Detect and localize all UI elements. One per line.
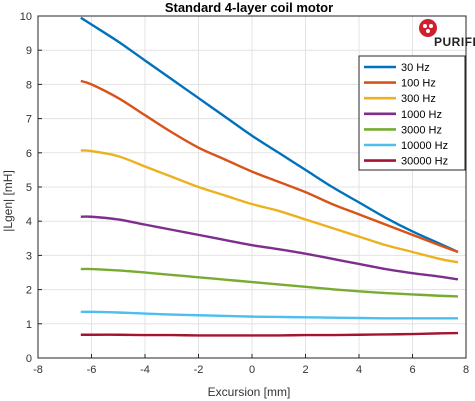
x-tick-label: 8 bbox=[463, 364, 469, 376]
series-line-6 bbox=[80, 331, 458, 337]
x-tick-label: 6 bbox=[409, 364, 415, 376]
legend-label: 10000 Hz bbox=[401, 140, 448, 152]
y-tick-label: 4 bbox=[26, 216, 32, 228]
legend-label: 300 Hz bbox=[401, 93, 436, 105]
logo-dot-icon bbox=[419, 19, 437, 37]
x-tick-label: -2 bbox=[194, 364, 204, 376]
axis-ticks: -8 -6 -4 -2 0 2 4 6 8 0 1 2 3 4 5 6 7 8 9 10 bbox=[20, 11, 469, 376]
y-tick-label: 9 bbox=[26, 45, 32, 57]
x-tick-label: -4 bbox=[140, 364, 150, 376]
y-tick-label: 10 bbox=[20, 11, 32, 23]
legend: 30 Hz 100 Hz 300 Hz 1000 Hz 3000 Hz 10000 Hz 3… bbox=[358, 55, 466, 171]
series-line-2 bbox=[80, 149, 459, 264]
y-axis-label: |Lgen| [mH] bbox=[1, 170, 15, 232]
x-tick-label: 0 bbox=[249, 364, 255, 376]
x-tick-label: 4 bbox=[356, 364, 362, 376]
x-tick-label: -6 bbox=[87, 364, 97, 376]
legend-label: 30 Hz bbox=[401, 62, 430, 74]
x-axis-label: Excursion [mm] bbox=[208, 385, 291, 399]
y-tick-label: 3 bbox=[26, 250, 32, 262]
series-line-5 bbox=[80, 310, 458, 320]
purifi-logo: PURIFI bbox=[419, 19, 475, 49]
y-tick-label: 8 bbox=[26, 79, 32, 91]
x-tick-label: -8 bbox=[33, 364, 43, 376]
series-line-0 bbox=[80, 16, 459, 254]
series-line-3 bbox=[80, 215, 459, 281]
y-tick-label: 5 bbox=[26, 182, 32, 194]
legend-label: 3000 Hz bbox=[401, 124, 442, 136]
y-tick-label: 0 bbox=[26, 353, 32, 365]
chart-title: Standard 4-layer coil motor bbox=[165, 0, 333, 15]
y-tick-label: 7 bbox=[26, 114, 32, 126]
series-line-4 bbox=[80, 267, 459, 298]
legend-label: 30000 Hz bbox=[401, 156, 448, 168]
series-line-1 bbox=[80, 79, 459, 254]
series-lines bbox=[80, 16, 459, 337]
legend-label: 100 Hz bbox=[401, 78, 436, 90]
y-tick-label: 6 bbox=[26, 148, 32, 160]
logo-text: PURIFI bbox=[434, 35, 475, 49]
y-tick-label: 2 bbox=[26, 285, 32, 297]
legend-label: 1000 Hz bbox=[401, 109, 442, 121]
y-tick-label: 1 bbox=[26, 319, 32, 331]
x-tick-label: 2 bbox=[302, 364, 308, 376]
